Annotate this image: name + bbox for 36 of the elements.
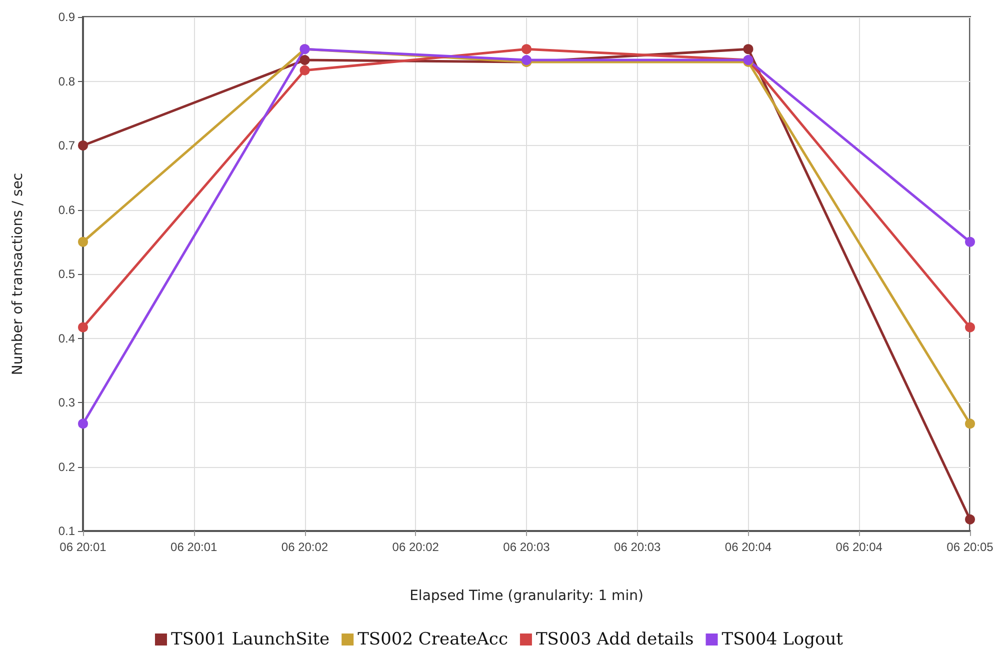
point <box>78 236 88 247</box>
x-tick-label: 06 20:01 <box>170 540 218 554</box>
legend-label: TS001 LaunchSite <box>170 630 330 650</box>
y-tick-label: 0.5 <box>58 267 76 281</box>
x-tick-label: 06 20:04 <box>836 540 883 554</box>
y-tick-label: 0.4 <box>58 331 76 346</box>
x-tick-label: 06 20:04 <box>724 540 772 554</box>
point <box>965 514 975 524</box>
y-tick-label: 0.8 <box>58 74 76 88</box>
y-tick-label: 0.9 <box>58 10 76 24</box>
y-tick-label: 0.6 <box>58 202 76 217</box>
y-tick-label: 0.1 <box>58 524 76 538</box>
point <box>743 44 754 54</box>
point <box>78 322 88 332</box>
legend-label: TS003 Add details <box>536 630 694 650</box>
point <box>300 55 310 66</box>
point <box>965 236 975 247</box>
point <box>965 322 975 332</box>
x-tick-label: 06 20:05 <box>946 540 994 554</box>
point <box>300 65 310 76</box>
x-tick-label: 06 20:02 <box>281 540 328 554</box>
x-tick-label: 06 20:03 <box>614 540 662 554</box>
x-tick-label: 06 20:03 <box>503 540 550 554</box>
legend-label: TS002 CreateAcc <box>358 630 508 650</box>
point <box>522 44 532 54</box>
legend-label: TS004 Logout <box>722 630 844 650</box>
x-axis-title: Elapsed Time (granularity: 1 min) <box>410 588 644 604</box>
y-tick-label: 0.3 <box>58 396 76 410</box>
y-tick-label: 0.7 <box>58 138 76 152</box>
point <box>78 140 88 150</box>
point <box>965 418 975 429</box>
y-axis-title: Number of transactions / sec <box>10 172 26 376</box>
x-tick-label: 06 20:01 <box>60 540 107 554</box>
y-tick-label: 0.2 <box>58 460 76 474</box>
x-tick-label: 06 20:02 <box>392 540 440 554</box>
point <box>78 418 88 429</box>
